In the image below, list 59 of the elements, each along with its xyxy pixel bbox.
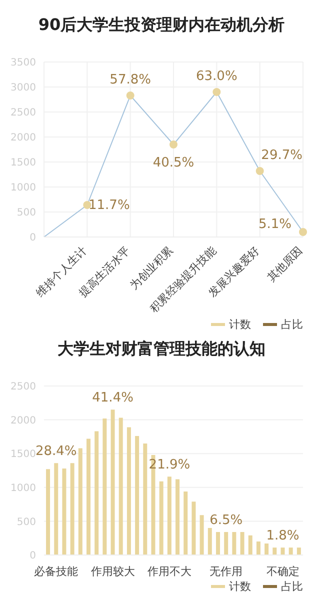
annotation: 11.7%: [88, 198, 130, 213]
bar: [264, 544, 269, 555]
bar: [232, 532, 236, 555]
annotation: 40.5%: [152, 156, 194, 170]
bar: [126, 427, 131, 555]
bar: [62, 468, 66, 555]
chart-title: 大学生对财富管理技能的认知: [56, 338, 266, 360]
point: [299, 228, 307, 236]
bar: [208, 528, 212, 555]
annotation: 5.1%: [258, 217, 292, 232]
point: [126, 92, 134, 100]
legend-label: 计数: [228, 579, 251, 594]
x-tick-label: 其他原因: [264, 244, 306, 284]
annotation: 41.4%: [92, 390, 134, 406]
bar: [135, 436, 140, 555]
bar: [102, 418, 107, 555]
bar: [224, 532, 228, 555]
bar: [46, 469, 50, 555]
annotation: 1.8%: [266, 528, 300, 544]
chart-title: 90后大学生投资理财内在动机分析: [37, 14, 286, 36]
bar: [110, 410, 115, 555]
bar: [143, 443, 148, 555]
bar: [248, 535, 252, 555]
bar: [94, 431, 99, 555]
annotation: 28.4%: [35, 444, 77, 460]
point: [256, 167, 264, 175]
bar: [296, 548, 301, 555]
bar: [159, 481, 164, 555]
x-tick-label: 不确定: [266, 565, 300, 578]
annotation: 29.7%: [261, 148, 302, 163]
bar: [200, 515, 204, 555]
bar: [70, 463, 74, 555]
bar: [280, 548, 285, 555]
annotation: 63.0%: [196, 69, 238, 84]
bar: [192, 502, 196, 555]
point: [212, 88, 221, 96]
bar: [54, 463, 58, 555]
bar: [216, 532, 220, 555]
x-tick-label: 必备技能: [34, 565, 78, 578]
bar: [118, 418, 123, 555]
legend-label: 占比: [280, 579, 303, 594]
bar: [176, 479, 180, 555]
bar: [272, 548, 277, 555]
annotation: 57.8%: [110, 72, 151, 88]
bar: [184, 491, 188, 555]
annotation: 6.5%: [210, 513, 243, 528]
x-tick-label: 作用较大: [90, 565, 135, 578]
point: [170, 140, 178, 148]
bar: [240, 532, 244, 555]
bar: [256, 541, 260, 555]
bar: [86, 438, 90, 555]
bar: [78, 448, 82, 555]
legend-label: 计数: [228, 317, 251, 332]
legend-label: 占比: [280, 317, 303, 332]
x-tick-label: 无作用: [210, 565, 243, 578]
bar: [167, 476, 172, 555]
bar: [288, 548, 293, 555]
x-tick-label: 作用不大: [146, 565, 192, 578]
annotation: 21.9%: [148, 458, 190, 473]
